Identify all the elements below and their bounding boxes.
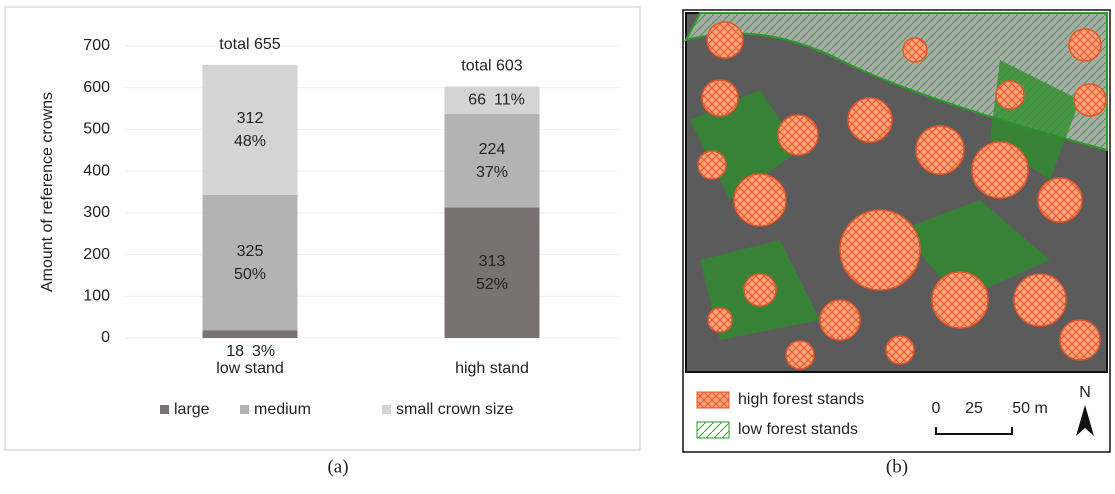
- y-tick-label: 300: [83, 204, 110, 221]
- percent-label: 37%: [476, 164, 508, 181]
- percent-label: 3%: [252, 343, 275, 360]
- bar-segment: [445, 114, 540, 207]
- north-label: N: [1079, 384, 1091, 401]
- y-tick-label: 0: [101, 329, 110, 346]
- caption: (b): [886, 456, 908, 477]
- legend-swatch: [697, 422, 729, 438]
- value-label: 224: [479, 141, 506, 158]
- bar-segment: [203, 195, 298, 331]
- y-axis-title: Amount of reference crowns: [39, 92, 56, 292]
- bar-segment: [445, 207, 540, 338]
- y-tick-label: 100: [83, 288, 110, 305]
- legend-swatch: [697, 392, 729, 408]
- value-label: 312: [237, 110, 264, 127]
- value-label: 18: [226, 343, 244, 360]
- percent-label: 11%: [494, 91, 525, 108]
- y-tick-label: 600: [83, 79, 110, 96]
- value-label: 325: [237, 243, 264, 260]
- total-label: total 655: [219, 36, 280, 53]
- legend-label: high forest stands: [738, 391, 864, 408]
- bar-segment: [203, 330, 298, 338]
- legend-label: large: [174, 401, 210, 418]
- y-tick-label: 200: [83, 246, 110, 263]
- legend-label: low forest stands: [738, 421, 858, 438]
- value-label: 66: [468, 91, 486, 108]
- x-tick-label: high stand: [455, 360, 529, 377]
- scale-label: 50 m: [1012, 400, 1048, 417]
- chart-frame: [5, 7, 640, 450]
- y-tick-label: 500: [83, 121, 110, 138]
- y-tick-label: 400: [83, 162, 110, 179]
- total-label: total 603: [461, 58, 522, 75]
- legend-swatch: [160, 405, 169, 414]
- caption: (a): [327, 456, 348, 477]
- map-panel: high forest stands low forest stands 0 2…: [683, 10, 1110, 452]
- legend-label: medium: [254, 401, 311, 418]
- x-tick-label: low stand: [216, 360, 284, 377]
- percent-label: 52%: [476, 276, 508, 293]
- y-tick-label: 700: [83, 37, 110, 54]
- percent-label: 50%: [234, 266, 266, 283]
- legend-label: small crown size: [396, 401, 513, 418]
- legend-swatch: [382, 405, 391, 414]
- figure: Amount of reference crowns 0 100 200 300 400…: [0, 0, 1115, 489]
- value-label: 313: [479, 253, 506, 270]
- bar-segment: [203, 65, 298, 195]
- scale-label: 25: [965, 400, 983, 417]
- percent-label: 48%: [234, 133, 266, 150]
- scale-label: 0: [932, 400, 941, 417]
- legend-swatch: [240, 405, 249, 414]
- bar-segment: [445, 86, 540, 114]
